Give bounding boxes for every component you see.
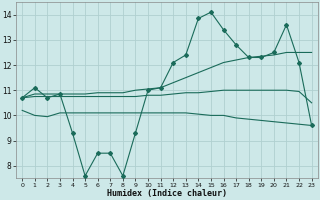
X-axis label: Humidex (Indice chaleur): Humidex (Indice chaleur)	[107, 189, 227, 198]
